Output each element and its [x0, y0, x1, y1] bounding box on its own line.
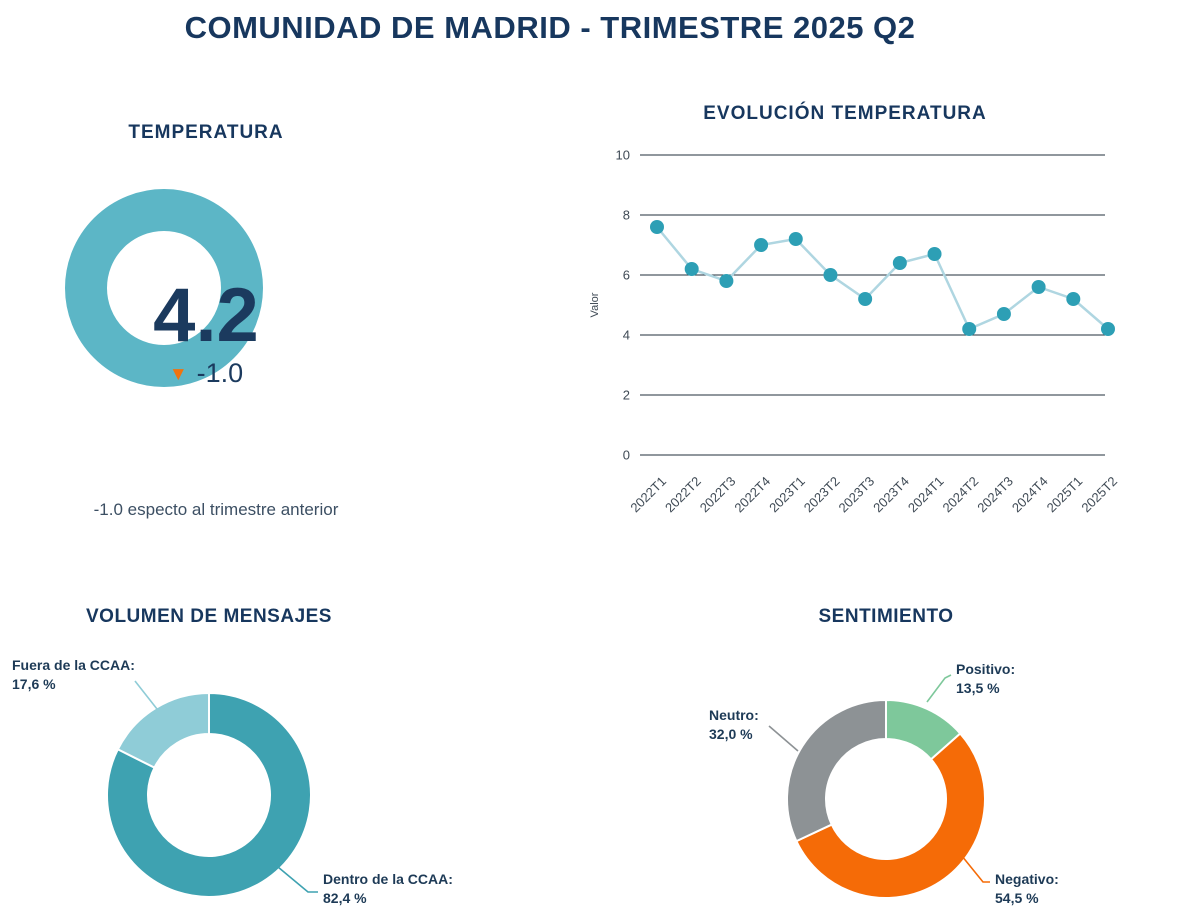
- volume-chart-title: VOLUMEN DE MENSAJES: [86, 606, 332, 627]
- temperature-gauge-section: TEMPERATURA 4.2 ▼ -1.0 -1.0 especto al tr…: [30, 98, 382, 548]
- svg-text:2023T1: 2023T1: [766, 474, 808, 516]
- volume-label-dentro: Dentro de la CCAA: 82,4 %: [323, 870, 453, 908]
- line-chart: 0246810Valor2022T12022T22022T32022T42023…: [589, 148, 1120, 516]
- svg-text:4: 4: [623, 328, 630, 343]
- callout-line-dentro: [277, 866, 318, 893]
- sentiment-label-negativo: Negativo: 54,5 %: [995, 870, 1059, 908]
- svg-text:2022T3: 2022T3: [697, 474, 739, 516]
- svg-text:10: 10: [616, 148, 630, 163]
- gauge-caption: -1.0 especto al trimestre anterior: [93, 500, 339, 519]
- sentiment-donut-chart: [768, 674, 990, 899]
- sentiment-label-neutro: Neutro: 32,0 %: [709, 706, 759, 744]
- volume-label-fuera-pct: 17,6 %: [12, 676, 56, 692]
- page-title: COMUNIDAD DE MADRID - TRIMESTRE 2025 Q2: [184, 10, 916, 45]
- svg-text:2022T4: 2022T4: [731, 474, 773, 516]
- svg-text:0: 0: [623, 448, 630, 463]
- svg-text:Valor: Valor: [589, 292, 601, 317]
- sentiment-label-neutro-pct: 32,0 %: [709, 726, 753, 742]
- callout-line-positivo: [926, 674, 952, 703]
- sentiment-label-neutro-name: Neutro:: [709, 707, 759, 723]
- svg-text:2025T2: 2025T2: [1078, 474, 1120, 516]
- volume-label-dentro-pct: 82,4 %: [323, 890, 367, 906]
- sentiment-chart-title: SENTIMIENTO: [818, 606, 954, 627]
- volume-label-dentro-name: Dentro de la CCAA:: [323, 871, 453, 887]
- volume-label-fuera-name: Fuera de la CCAA:: [12, 657, 135, 673]
- svg-text:2022T1: 2022T1: [627, 474, 669, 516]
- volume-donut-chart: [106, 680, 318, 898]
- temperature-evolution-section: EVOLUCIÓN TEMPERATURA 0 2 4 6 8 10 Valor 2022T1…: [585, 98, 1200, 558]
- gauge-value: 4.2: [153, 273, 259, 358]
- svg-text:2: 2: [623, 388, 630, 403]
- sentiment-label-negativo-name: Negativo:: [995, 871, 1059, 887]
- callout-line-negativo: [952, 844, 990, 883]
- down-triangle-icon: ▼: [168, 364, 188, 385]
- gauge-delta-value: -1.0: [196, 358, 244, 388]
- svg-text:2023T4: 2023T4: [870, 474, 912, 516]
- gauge-title: TEMPERATURA: [128, 122, 284, 143]
- svg-text:2024T2: 2024T2: [940, 474, 982, 516]
- svg-text:2025T1: 2025T1: [1044, 474, 1086, 516]
- svg-text:2024T1: 2024T1: [905, 474, 947, 516]
- svg-text:8: 8: [623, 208, 630, 223]
- gauge-delta: ▼ -1.0: [65, 356, 347, 390]
- sentiment-section: SENTIMIENTO Positivo: 13,5 % Neutro: 32,…: [680, 598, 1200, 920]
- svg-text:2024T3: 2024T3: [974, 474, 1016, 516]
- svg-text:2023T3: 2023T3: [835, 474, 877, 516]
- callout-line-fuera: [134, 680, 158, 710]
- svg-text:2024T4: 2024T4: [1009, 474, 1051, 516]
- sentiment-label-positivo-name: Positivo:: [956, 661, 1016, 677]
- svg-text:6: 6: [623, 268, 630, 283]
- line-chart-title: EVOLUCIÓN TEMPERATURA: [703, 103, 987, 124]
- svg-text:2022T2: 2022T2: [662, 474, 704, 516]
- callout-line-neutro: [768, 725, 799, 752]
- volume-label-fuera: Fuera de la CCAA: 17,6 %: [12, 656, 135, 694]
- message-volume-section: VOLUMEN DE MENSAJES Fuera de la CCAA: 17…: [0, 598, 480, 920]
- sentiment-label-positivo: Positivo: 13,5 %: [956, 660, 1015, 698]
- sentiment-label-negativo-pct: 54,5 %: [995, 890, 1039, 906]
- sentiment-label-positivo-pct: 13,5 %: [956, 680, 1000, 696]
- svg-text:2023T2: 2023T2: [801, 474, 843, 516]
